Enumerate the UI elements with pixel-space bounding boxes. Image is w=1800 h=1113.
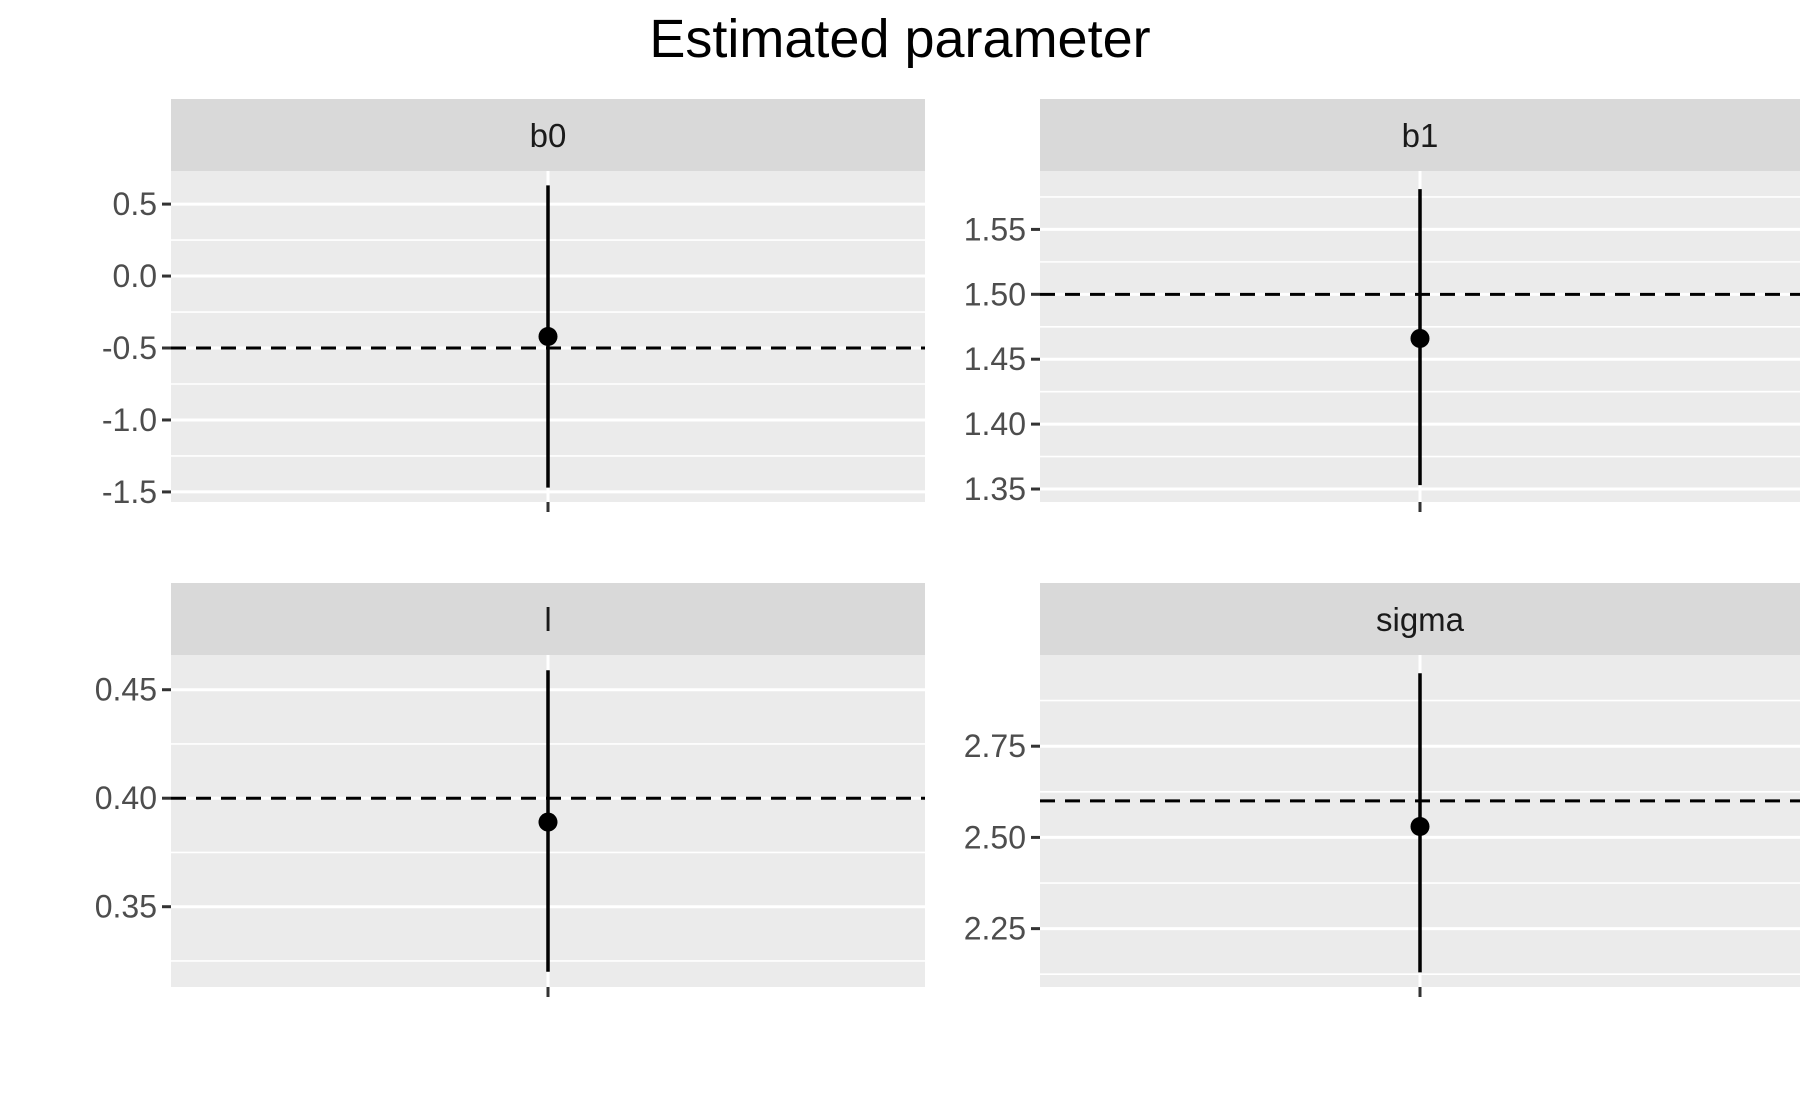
point-estimate	[538, 327, 558, 346]
y-tick-label: 1.45	[964, 341, 1026, 377]
y-tick-label: 1.40	[964, 406, 1026, 442]
y-tick-label: 0.40	[95, 780, 157, 816]
point-estimate	[1410, 816, 1430, 836]
y-tick-label: -0.5	[102, 330, 157, 366]
y-tick-label: -1.0	[102, 402, 157, 438]
facet-strip-label: l	[544, 601, 551, 638]
y-tick-label: 2.25	[964, 911, 1026, 947]
y-tick-label: 1.55	[964, 211, 1026, 247]
y-tick-label: -1.5	[102, 474, 157, 510]
y-tick-label: 0.5	[113, 186, 157, 222]
chart-title: Estimated parameter	[649, 9, 1151, 69]
facet-strip	[171, 583, 925, 655]
y-tick-label: 1.50	[964, 276, 1026, 312]
facet-strip-label: b0	[530, 117, 567, 154]
y-tick-label: 2.75	[964, 728, 1026, 764]
facet-panel-b0: b0 -1.5 -1.0 -0.5 0.0 0.5	[102, 99, 925, 512]
facet-strip	[1040, 99, 1800, 171]
facet-strip	[1040, 583, 1800, 655]
facet-panel-b1: b1 1.35 1.40 1.45 1.50 1.55	[964, 99, 1800, 512]
y-tick-label: 0.45	[95, 672, 157, 708]
facet-panel-sigma: sigma 2.25 2.50 2.75	[964, 583, 1800, 997]
facet-panel-l: l 0.35 0.40 0.45	[95, 583, 925, 997]
point-estimate	[538, 812, 558, 832]
facet-strip-label: b1	[1402, 117, 1439, 154]
facet-strip	[171, 99, 925, 171]
y-tick-label: 2.50	[964, 819, 1026, 855]
y-tick-label: 1.35	[964, 471, 1026, 507]
facet-strip-label: sigma	[1376, 601, 1465, 638]
y-tick-label: 0.0	[113, 258, 157, 294]
point-estimate	[1410, 328, 1430, 348]
y-tick-label: 0.35	[95, 889, 157, 925]
